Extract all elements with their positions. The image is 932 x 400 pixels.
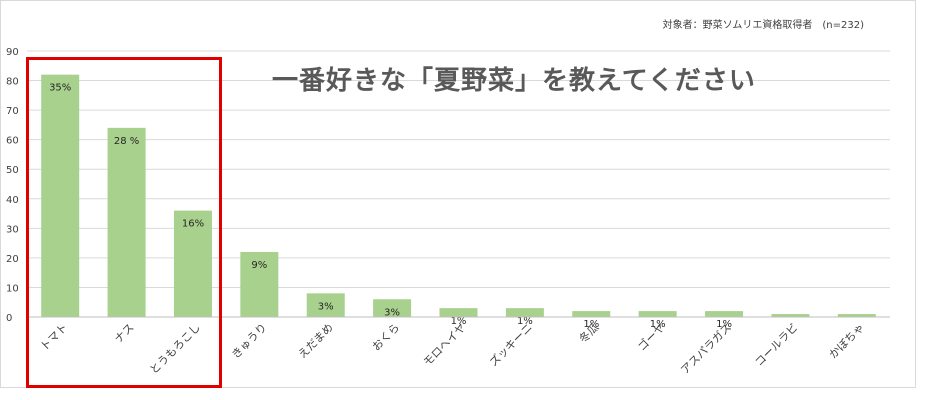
bar-5 (306, 293, 345, 317)
data-label: 1% (451, 316, 467, 327)
category-label: かぼちゃ (827, 321, 867, 361)
data-label: 3% (318, 301, 334, 312)
chart-title: 一番好きな「夏野菜」を教えてください (272, 66, 756, 96)
bar-3 (173, 210, 212, 317)
y-tick-label: 50 (6, 165, 19, 176)
data-label: 1% (583, 319, 599, 330)
bar-13 (837, 314, 876, 317)
bar-9 (572, 311, 611, 317)
y-tick-label: 30 (6, 224, 19, 235)
y-tick-label: 70 (6, 106, 19, 117)
data-label: 9% (251, 260, 267, 271)
bar-8 (505, 308, 544, 317)
y-tick-label: 20 (6, 254, 19, 265)
bar-1 (41, 74, 80, 318)
data-label: 1% (716, 319, 732, 330)
data-label: 1% (650, 319, 666, 330)
y-tick-label: 80 (6, 77, 19, 88)
bar-7 (439, 308, 478, 317)
y-tick-label: 60 (6, 136, 19, 147)
data-label: 16% (182, 219, 204, 230)
data-label: 35% (49, 83, 71, 94)
bar-11 (705, 311, 744, 317)
bar-6 (373, 299, 412, 317)
category-label: アスパラガス (678, 321, 734, 377)
respondent-note: 対象者：野菜ソムリエ資格取得者 (n=232) (662, 20, 864, 31)
category-label: ズッキーニ (486, 320, 535, 369)
top3-highlight-box (26, 57, 222, 388)
data-label: 1% (517, 316, 533, 327)
chart-frame (0, 0, 916, 388)
bar-10 (638, 311, 677, 317)
y-tick-label: 0 (6, 313, 12, 324)
category-label: コールラビ (752, 321, 800, 369)
category-label: きゅうり (229, 321, 269, 361)
bar-4 (240, 251, 279, 317)
y-tick-label: 40 (6, 195, 19, 206)
data-label: 28 % (114, 136, 139, 147)
category-label: えだまめ (296, 321, 336, 361)
data-label: 3% (384, 307, 400, 318)
bar-2 (107, 127, 146, 317)
bar-12 (771, 314, 810, 317)
y-tick-label: 90 (6, 47, 19, 58)
y-tick-label: 10 (6, 283, 19, 294)
category-label: おくら (370, 321, 403, 354)
category-label: モロヘイヤ (421, 321, 469, 369)
